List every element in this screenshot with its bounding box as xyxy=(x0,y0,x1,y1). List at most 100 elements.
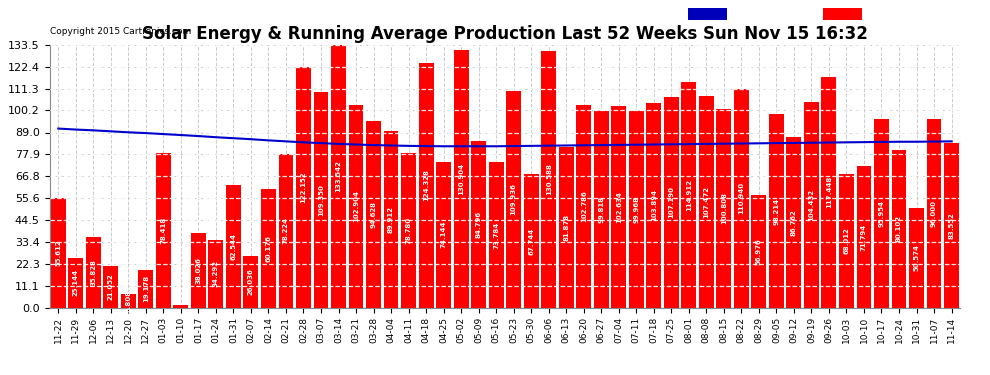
Bar xyxy=(646,103,661,308)
Bar xyxy=(68,258,83,308)
Text: 50.574: 50.574 xyxy=(914,244,920,271)
Bar xyxy=(173,306,188,308)
Bar xyxy=(226,184,241,308)
Bar xyxy=(366,122,381,308)
Text: 103.894: 103.894 xyxy=(650,189,656,221)
Bar xyxy=(506,92,521,308)
Text: 99.818: 99.818 xyxy=(598,196,604,223)
Bar xyxy=(839,174,854,308)
Text: 81.878: 81.878 xyxy=(563,213,569,241)
Text: 60.176: 60.176 xyxy=(265,235,271,262)
Text: 109.936: 109.936 xyxy=(511,183,517,215)
Text: 107.472: 107.472 xyxy=(703,186,709,218)
Bar xyxy=(121,294,136,307)
Text: 102.634: 102.634 xyxy=(616,190,622,222)
Title: Solar Energy & Running Average Production Last 52 Weeks Sun Nov 15 16:32: Solar Energy & Running Average Productio… xyxy=(142,26,868,44)
Bar xyxy=(944,143,959,308)
Text: 80.102: 80.102 xyxy=(896,215,902,242)
Bar xyxy=(786,137,801,308)
Bar xyxy=(453,50,468,308)
Text: 73.784: 73.784 xyxy=(493,221,499,249)
Text: 34.292: 34.292 xyxy=(213,260,219,287)
Bar xyxy=(594,111,609,308)
Bar xyxy=(769,114,784,308)
Bar xyxy=(86,237,101,308)
Bar xyxy=(155,153,171,308)
Bar xyxy=(822,76,837,308)
Bar xyxy=(50,198,65,308)
Bar xyxy=(296,68,311,308)
Text: 124.328: 124.328 xyxy=(423,170,429,201)
Bar xyxy=(191,233,206,308)
Text: 83.552: 83.552 xyxy=(948,212,954,239)
Text: 89.912: 89.912 xyxy=(388,206,394,232)
Text: 104.432: 104.432 xyxy=(809,189,815,221)
Text: 107.190: 107.190 xyxy=(668,186,674,218)
Bar xyxy=(717,109,732,307)
Bar xyxy=(489,162,504,308)
Bar xyxy=(437,162,451,308)
Bar xyxy=(524,174,539,308)
Text: 84.796: 84.796 xyxy=(475,211,481,238)
Text: 71.794: 71.794 xyxy=(861,223,867,251)
Text: 78.780: 78.780 xyxy=(406,216,412,244)
Bar xyxy=(681,81,696,308)
Bar xyxy=(664,97,679,308)
Bar xyxy=(576,105,591,308)
Bar xyxy=(261,189,276,308)
Text: 133.542: 133.542 xyxy=(336,160,342,192)
Bar xyxy=(558,147,573,308)
Text: 109.350: 109.350 xyxy=(318,184,324,216)
Text: 99.968: 99.968 xyxy=(634,196,640,223)
Text: 130.904: 130.904 xyxy=(458,163,464,195)
Bar xyxy=(927,119,941,308)
Bar xyxy=(401,153,416,308)
Text: 117.448: 117.448 xyxy=(826,176,832,208)
Bar xyxy=(419,63,434,308)
Bar xyxy=(383,131,399,308)
Bar xyxy=(139,270,153,308)
Bar xyxy=(699,96,714,308)
Bar xyxy=(278,154,293,308)
Text: Copyright 2015 Cartronics.com: Copyright 2015 Cartronics.com xyxy=(50,27,191,36)
Bar xyxy=(804,102,819,308)
Bar xyxy=(314,93,329,308)
Text: 35.828: 35.828 xyxy=(90,259,96,286)
Bar xyxy=(471,141,486,308)
Text: 67.744: 67.744 xyxy=(529,227,535,255)
Text: 100.808: 100.808 xyxy=(721,192,727,224)
Text: 68.012: 68.012 xyxy=(843,227,849,254)
Text: 19.178: 19.178 xyxy=(143,275,148,302)
Text: 98.214: 98.214 xyxy=(773,197,779,225)
Text: 94.628: 94.628 xyxy=(370,201,376,228)
Bar xyxy=(611,106,627,308)
Text: 56.976: 56.976 xyxy=(756,238,762,265)
Bar xyxy=(244,256,258,307)
Text: 6.808: 6.808 xyxy=(126,290,132,312)
Text: 102.786: 102.786 xyxy=(581,190,587,222)
Text: 21.052: 21.052 xyxy=(108,273,114,300)
Bar xyxy=(348,105,363,308)
Bar xyxy=(542,51,556,308)
Text: 38.026: 38.026 xyxy=(195,256,201,284)
Bar xyxy=(331,45,346,308)
Text: 110.940: 110.940 xyxy=(739,182,744,214)
Text: 55.612: 55.612 xyxy=(55,240,61,266)
Bar xyxy=(209,240,224,308)
Text: 114.912: 114.912 xyxy=(686,178,692,210)
Text: 25.144: 25.144 xyxy=(73,269,79,296)
Bar xyxy=(629,111,644,308)
Legend: Average (kWh), Weekly (kWh): Average (kWh), Weekly (kWh) xyxy=(686,6,954,22)
Bar xyxy=(909,208,924,308)
Bar xyxy=(103,266,118,308)
Bar xyxy=(734,89,748,308)
Text: 130.588: 130.588 xyxy=(545,163,551,195)
Bar xyxy=(856,166,871,308)
Text: 102.904: 102.904 xyxy=(353,190,359,222)
Text: 78.224: 78.224 xyxy=(283,217,289,244)
Text: 122.152: 122.152 xyxy=(301,172,307,203)
Text: 96.000: 96.000 xyxy=(931,200,937,226)
Text: 62.544: 62.544 xyxy=(231,232,237,260)
Bar xyxy=(874,119,889,308)
Text: 26.036: 26.036 xyxy=(248,268,253,295)
